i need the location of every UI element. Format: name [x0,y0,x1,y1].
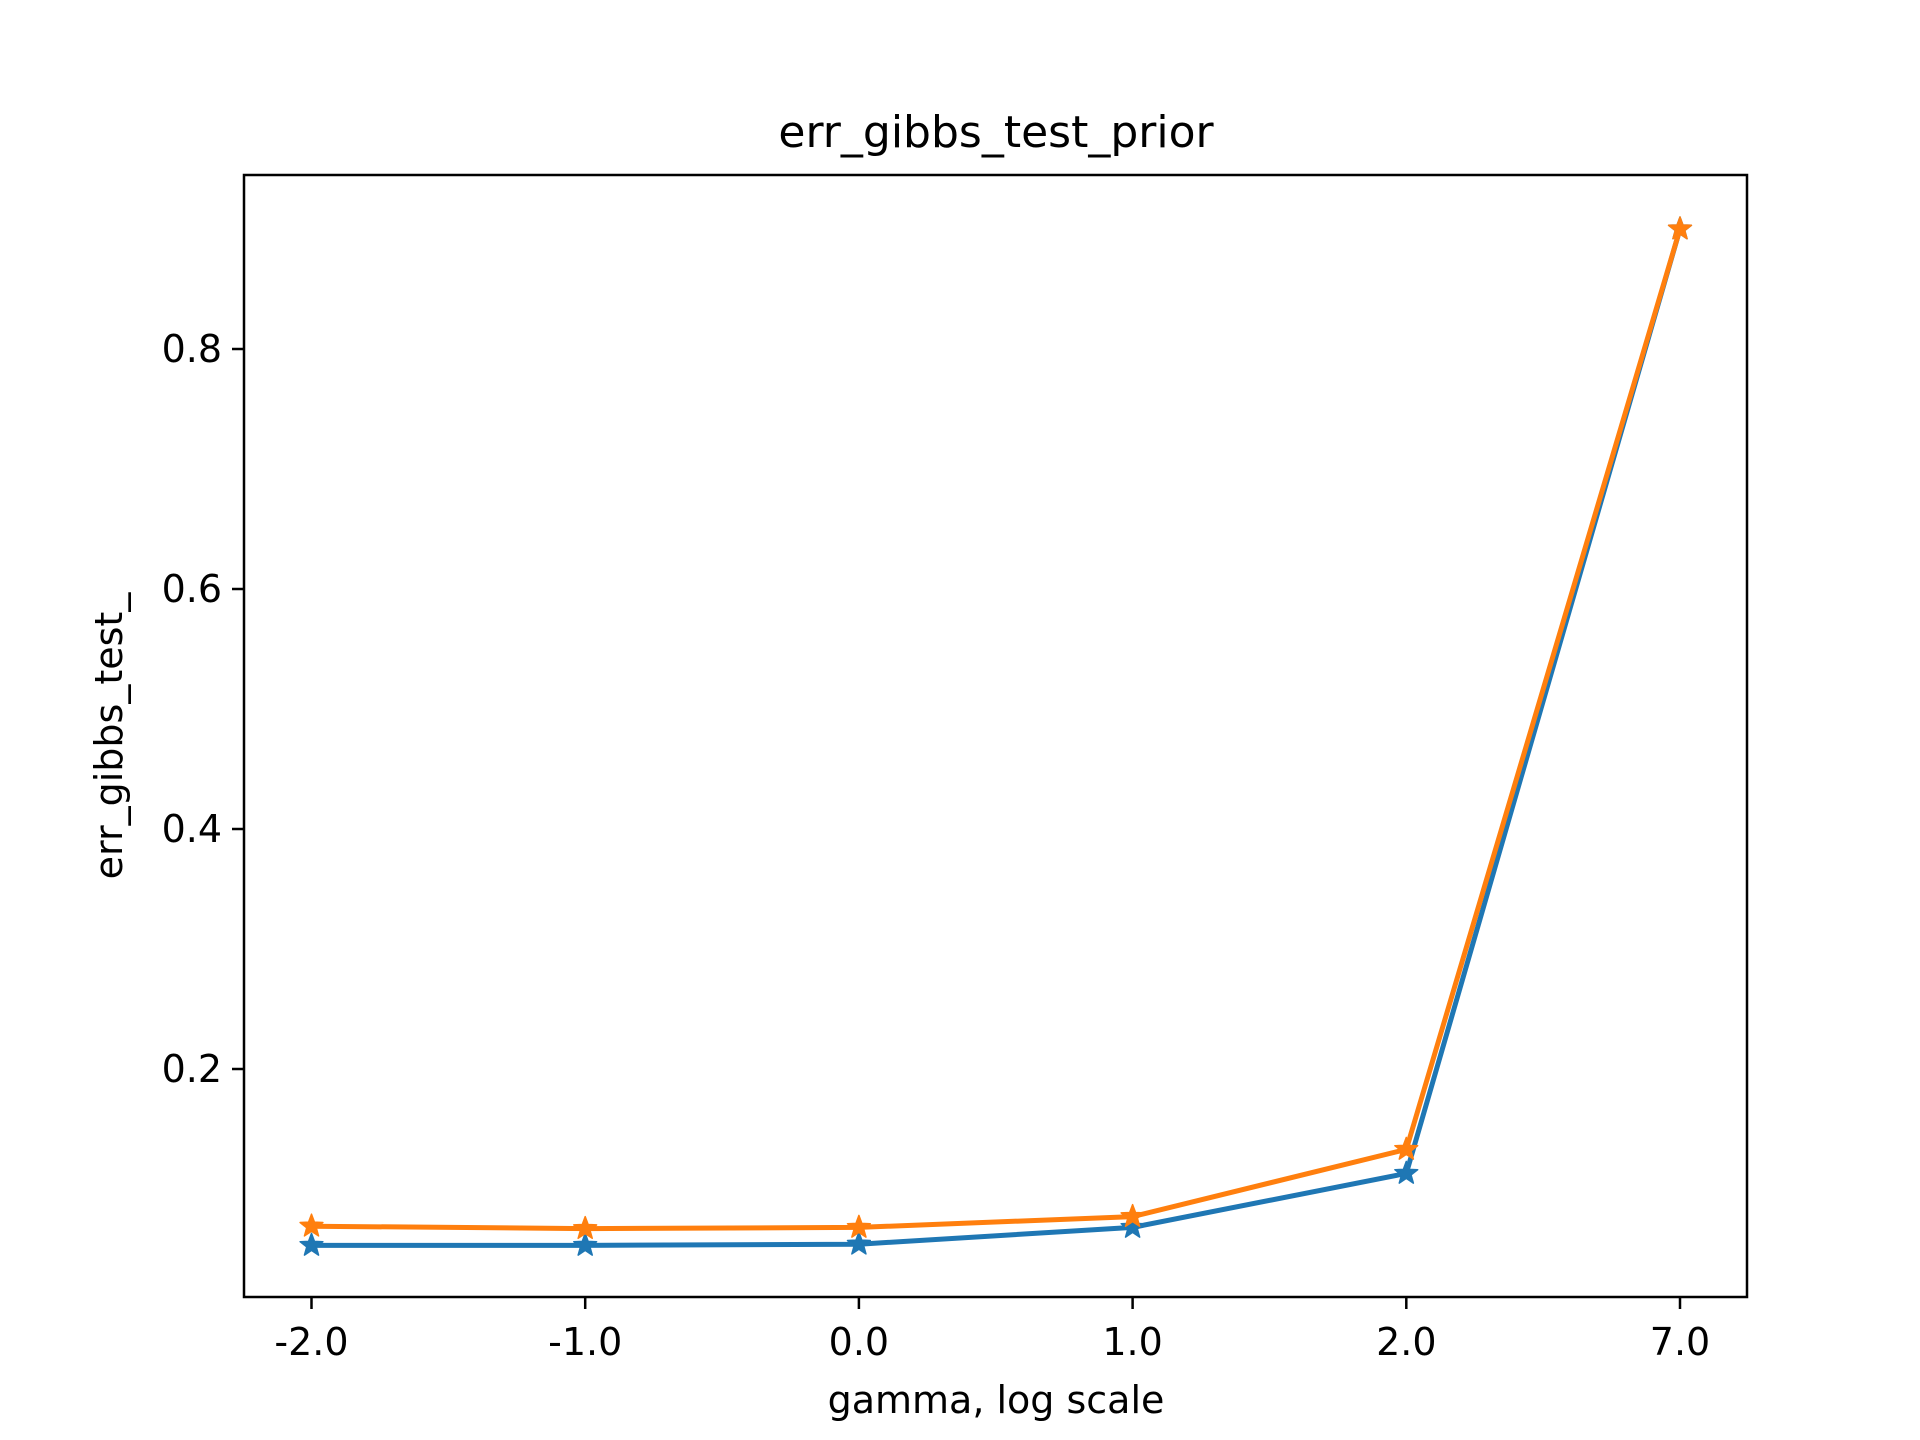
plot-frame [242,173,1749,1299]
data-point-star [573,1232,598,1256]
x-tick-label: 2.0 [1376,1320,1436,1364]
data-point-star [846,1231,872,1255]
data-point-star [1394,1160,1419,1184]
data-point-star [573,1215,598,1240]
data-point-star [1120,1203,1145,1228]
data-point-star [1667,216,1693,240]
chart-title: err_gibbs_test_prior [778,107,1214,158]
x-tick-label: 1.0 [1102,1320,1162,1364]
x-axis-label: gamma, log scale [828,1378,1165,1422]
data-point-star [1394,1136,1419,1160]
series-2 [299,216,1693,1240]
y-tick-label: 0.2 [162,1047,222,1091]
data-point-star [1120,1214,1145,1238]
y-tick-label: 0.8 [162,327,222,371]
y-axis-label: err_gibbs_test_ [87,592,131,880]
data-point-star [299,1232,324,1256]
x-tick-label: 7.0 [1650,1320,1710,1364]
axis-layer: -2.0 -1.0 0.0 1.0 2.0 7.0 0.2 0.4 0.6 0.8 [162,327,1711,1364]
series-line [309,226,1683,1232]
data-point-star [846,1214,872,1238]
y-tick-label: 0.4 [162,807,222,851]
x-tick-label: -2.0 [274,1320,348,1364]
x-tick-label: 0.0 [829,1320,889,1364]
y-tick-label: 0.6 [162,567,222,611]
data-point-star [299,1213,324,1237]
series-layer [299,216,1693,1256]
x-tick-label: -1.0 [548,1320,622,1364]
series-line [309,226,1683,1248]
